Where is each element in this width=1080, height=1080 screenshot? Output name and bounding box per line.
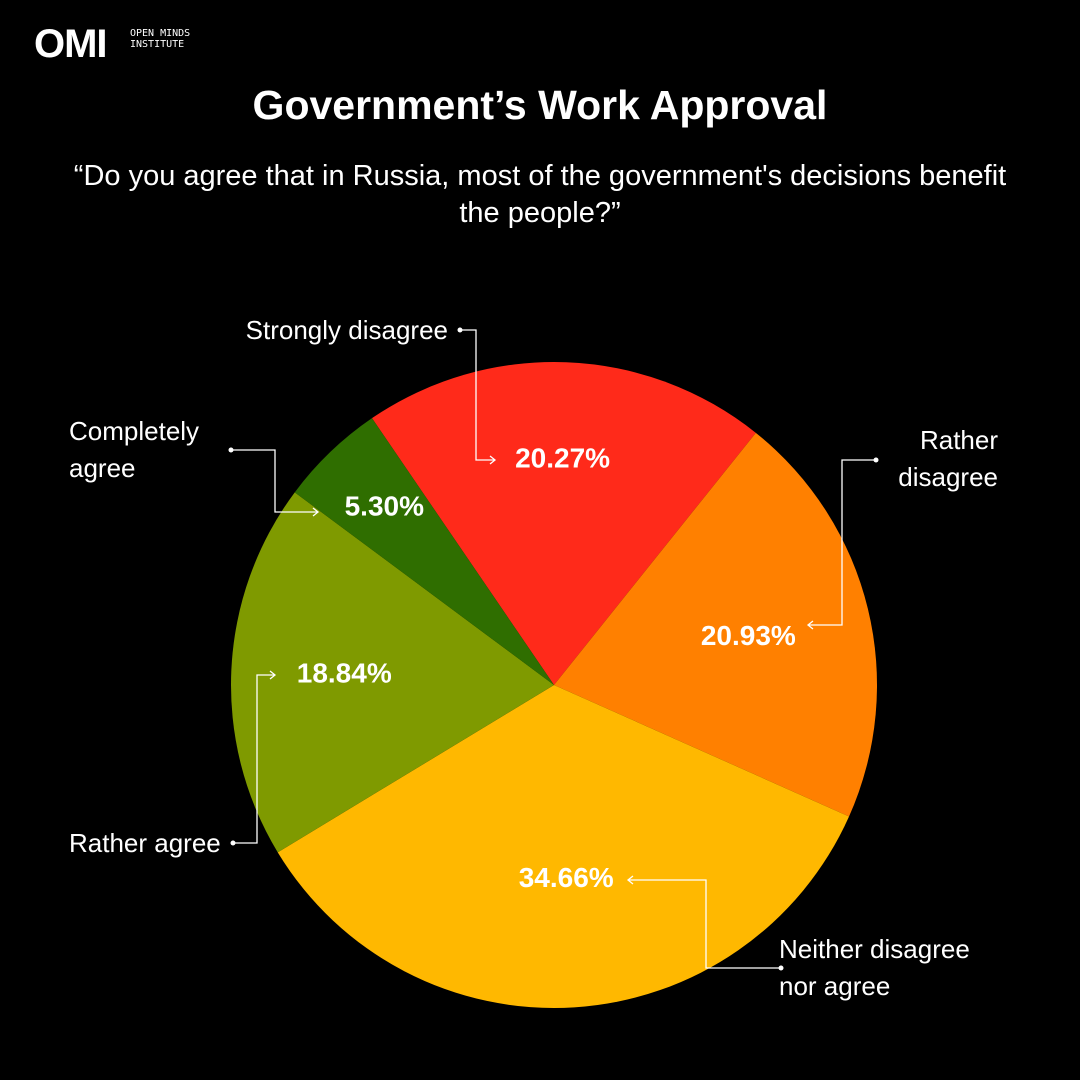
logo-name: OPEN MINDS INSTITUTE — [130, 28, 191, 50]
value-label: 20.27% — [515, 443, 610, 474]
pie-slice — [554, 432, 877, 817]
slice-label: Rather disagree — [898, 425, 998, 492]
value-label: 20.93% — [701, 620, 796, 651]
value-label: 34.66% — [519, 862, 614, 893]
pie-slice — [294, 418, 554, 685]
slice-label: Neither disagree nor agree — [779, 934, 970, 1001]
pie-slice — [231, 492, 554, 853]
chart-subtitle: “Do you agree that in Russia, most of th… — [73, 160, 1007, 229]
pie-slice — [371, 362, 756, 685]
connectors — [228, 327, 879, 971]
chart-title: Government’s Work Approval — [252, 82, 828, 128]
slice-label: Completely agree — [69, 416, 200, 483]
value-label: 5.30% — [345, 491, 424, 522]
logo-mark: OMI — [34, 22, 108, 66]
slice-label: Rather agree — [69, 828, 221, 858]
slice-label: Strongly disagree — [245, 315, 448, 345]
value-label: 18.84% — [297, 657, 392, 688]
